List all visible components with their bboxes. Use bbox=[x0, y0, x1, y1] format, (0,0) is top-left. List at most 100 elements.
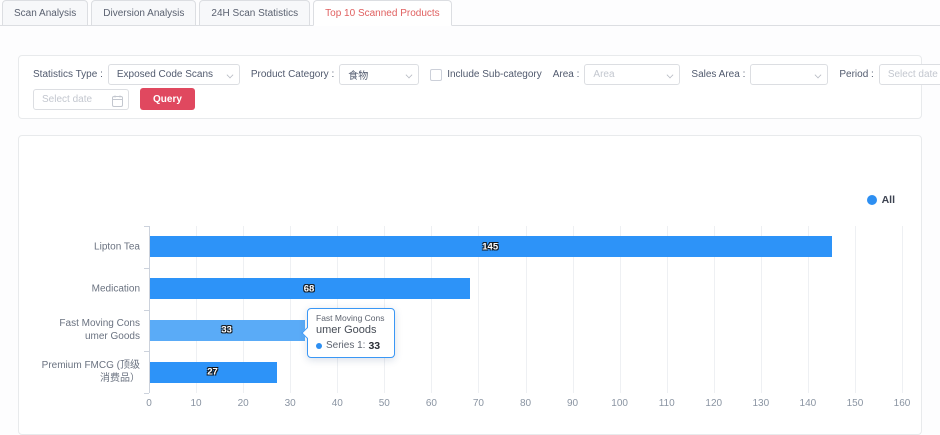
x-axis-tick-label: 160 bbox=[893, 398, 911, 409]
product-category-select[interactable]: 食物 bbox=[339, 64, 420, 85]
area-placeholder: Area bbox=[593, 69, 615, 80]
tooltip-series-row: Series 1: 33 bbox=[316, 340, 385, 352]
y-axis-line bbox=[149, 226, 150, 393]
tooltip-category-line2: umer Goods bbox=[316, 324, 377, 337]
gridline bbox=[854, 226, 856, 393]
legend-dot-icon bbox=[866, 195, 877, 205]
period-start-input[interactable] bbox=[879, 65, 940, 84]
bar-value-label: 68 bbox=[303, 283, 315, 295]
tab-scan-analysis[interactable]: Scan Analysis bbox=[2, 0, 89, 26]
area-label: Area : bbox=[552, 69, 580, 80]
chart-tooltip: Fast Moving Cons umer Goods Series 1: 33 bbox=[301, 308, 395, 358]
tooltip-series-value: 33 bbox=[368, 339, 381, 352]
gridline bbox=[807, 226, 809, 393]
chevron-down-icon bbox=[406, 72, 412, 78]
gridline bbox=[619, 226, 621, 393]
gridline bbox=[760, 226, 762, 393]
y-axis-tick bbox=[144, 351, 149, 353]
sales-area-group: Sales Area : bbox=[691, 64, 829, 85]
query-button[interactable]: Query bbox=[140, 88, 195, 110]
statistics-type-label: Statistics Type : bbox=[33, 69, 103, 80]
include-subcategory-checkbox[interactable] bbox=[430, 68, 443, 81]
y-axis-category-label: Fast Moving Cons umer Goods bbox=[59, 318, 140, 343]
x-axis-tick-label: 30 bbox=[284, 398, 296, 409]
filter-panel: Statistics Type : Exposed Code Scans Pro… bbox=[18, 55, 940, 119]
include-subcategory-label: Include Sub-category bbox=[447, 69, 542, 80]
period-label: Period : bbox=[839, 69, 874, 80]
x-axis-tick-label: 80 bbox=[519, 398, 532, 409]
chart-panel: All Fast Moving Cons umer Goods Series 1… bbox=[18, 135, 922, 435]
gridline bbox=[196, 226, 198, 393]
legend-label: All bbox=[881, 194, 895, 206]
period-end-group bbox=[33, 88, 129, 112]
bar-value-label: 27 bbox=[207, 366, 218, 378]
sales-area-label: Sales Area : bbox=[691, 69, 746, 80]
bar-value-label: 33 bbox=[221, 324, 232, 336]
filter-row-2: Query bbox=[33, 88, 907, 110]
x-axis-tick-label: 40 bbox=[331, 398, 343, 409]
y-axis-category-label: Premium FMCG (顶级 消费品） bbox=[41, 360, 140, 385]
tab-24h-scan-statistics[interactable]: 24H Scan Statistics bbox=[199, 0, 311, 26]
calendar-icon bbox=[112, 94, 123, 112]
gridline bbox=[713, 226, 715, 393]
gridline bbox=[572, 226, 574, 393]
bar-value-label: 145 bbox=[482, 241, 499, 253]
filter-row-1: Statistics Type : Exposed Code Scans Pro… bbox=[33, 64, 940, 85]
x-axis-tick-label: 90 bbox=[567, 398, 579, 409]
y-axis-tick bbox=[144, 309, 149, 311]
legend-all[interactable]: All bbox=[866, 194, 895, 206]
period-group: Period : bbox=[839, 64, 940, 85]
y-axis-category-label: Lipton Tea bbox=[94, 241, 140, 253]
gridline bbox=[902, 226, 903, 393]
x-axis-tick-label: 150 bbox=[846, 398, 864, 409]
period-end-input[interactable] bbox=[34, 89, 128, 109]
product-category-label: Product Category : bbox=[250, 69, 335, 80]
x-axis-tick-label: 70 bbox=[472, 398, 484, 409]
x-axis-tick-label: 140 bbox=[799, 398, 817, 409]
bar-4[interactable] bbox=[150, 361, 278, 383]
period-end-date-input[interactable] bbox=[33, 88, 129, 112]
area-select[interactable]: Area bbox=[584, 64, 681, 85]
chevron-down-icon bbox=[815, 72, 821, 78]
period-start-date-input[interactable] bbox=[878, 64, 940, 85]
bar-3[interactable] bbox=[150, 319, 306, 341]
bar-2[interactable] bbox=[150, 278, 471, 300]
tooltip-category-line1: Fast Moving Cons bbox=[316, 313, 385, 323]
include-subcategory-group: Include Sub-category bbox=[430, 68, 542, 81]
x-axis-tick-label: 120 bbox=[705, 398, 723, 409]
product-category-value: 食物 bbox=[348, 71, 369, 82]
x-axis-tick-label: 100 bbox=[611, 398, 628, 409]
series-marker-icon bbox=[316, 342, 322, 349]
y-axis-tick bbox=[144, 226, 149, 227]
statistics-type-value: Exposed Code Scans bbox=[116, 69, 214, 80]
y-axis-category-label: Medication bbox=[91, 283, 140, 295]
y-axis-tick bbox=[144, 393, 149, 394]
gridline bbox=[243, 226, 245, 393]
bar-1[interactable] bbox=[150, 236, 833, 258]
x-axis-tick-label: 130 bbox=[752, 398, 770, 409]
tab-bar: Scan Analysis Diversion Analysis 24H Sca… bbox=[0, 0, 940, 26]
statistics-type-group: Statistics Type : Exposed Code Scans bbox=[33, 64, 240, 85]
plot-area: Fast Moving Cons umer Goods Series 1: 33… bbox=[42, 226, 910, 409]
statistics-type-select[interactable]: Exposed Code Scans bbox=[107, 64, 240, 85]
gridline bbox=[290, 226, 292, 393]
tab-diversion-analysis[interactable]: Diversion Analysis bbox=[91, 0, 197, 26]
area-group: Area : Area bbox=[553, 64, 681, 85]
product-category-group: Product Category : 食物 bbox=[250, 64, 420, 85]
x-axis-tick-label: 50 bbox=[378, 398, 390, 409]
gridline bbox=[666, 226, 668, 393]
chevron-down-icon bbox=[227, 72, 233, 78]
gridline bbox=[478, 226, 480, 393]
x-axis-tick-label: 10 bbox=[190, 398, 202, 409]
sales-area-select[interactable] bbox=[750, 64, 829, 85]
tooltip-series-label: Series 1: bbox=[326, 340, 366, 352]
gridline bbox=[431, 226, 433, 393]
chevron-down-icon bbox=[667, 72, 673, 78]
y-axis-tick bbox=[144, 267, 149, 269]
x-axis-tick-label: 20 bbox=[237, 398, 249, 409]
tab-top10-scanned-products[interactable]: Top 10 Scanned Products bbox=[313, 0, 452, 26]
x-axis-tick-label: 110 bbox=[658, 398, 675, 409]
x-axis-tick-label: 0 bbox=[146, 398, 152, 409]
x-axis-tick-label: 60 bbox=[425, 398, 437, 409]
gridline bbox=[525, 226, 527, 393]
